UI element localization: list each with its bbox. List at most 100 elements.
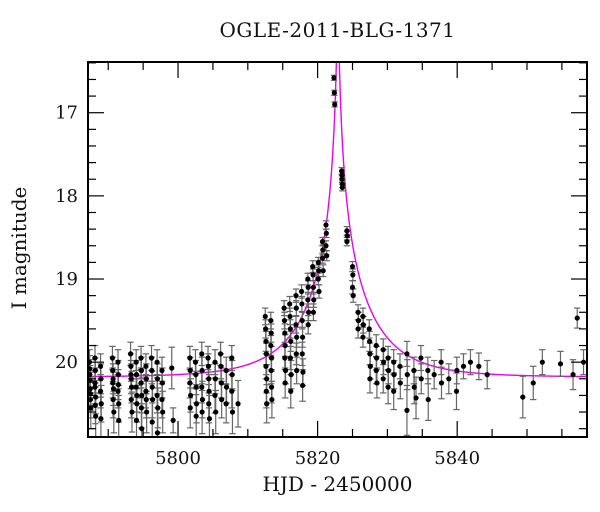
data-point [323,222,329,228]
data-point [187,405,193,411]
data-point [134,401,140,407]
data-point [206,376,212,382]
data-point [331,90,337,96]
data-point [300,334,306,340]
data-point [223,401,229,407]
data-point [431,372,437,378]
data-point [88,372,93,378]
data-point [199,384,205,390]
data-point [128,376,134,382]
data-point [159,380,165,386]
data-point [373,367,379,374]
data-point [149,396,156,403]
data-point [193,384,199,390]
data-point [143,396,149,403]
data-point [268,330,274,336]
data-point [92,402,98,409]
data-point [288,372,294,378]
data-point [138,355,144,361]
data-point [144,409,150,415]
data-point [385,367,392,374]
data-point [315,276,321,282]
data-point [88,366,93,372]
data-point [367,363,373,369]
data-point [229,409,236,415]
data-point [127,351,134,357]
data-point [212,359,218,365]
data-point [154,359,160,365]
data-point [391,359,397,365]
data-point [206,416,213,422]
data-point [310,263,316,270]
data-point [373,355,380,361]
data-point [305,297,311,303]
data-point [316,268,322,274]
data-point [305,284,311,290]
data-point [154,430,161,436]
data-point [293,305,299,311]
data-point [110,396,116,403]
data-point [115,372,121,378]
data-point [282,355,288,361]
data-point [299,301,305,307]
data-point [160,409,166,415]
data-point [339,176,345,182]
data-point [282,342,288,349]
data-point [262,313,268,320]
data-point [425,396,431,403]
data-point [115,359,121,365]
data-point [367,376,373,382]
data-point [411,367,417,374]
data-point [148,355,155,361]
data-point [367,351,373,357]
data-point [187,380,193,386]
plot-frame [87,61,588,438]
data-point [293,322,299,328]
data-point [206,388,212,394]
data-point [154,392,160,399]
data-point [300,369,306,375]
x-tick-label: 5800 [155,448,201,469]
data-point [110,367,116,374]
data-point [385,355,391,361]
data-point [111,409,117,415]
data-point [320,247,326,253]
data-point [339,172,345,178]
data-point [199,351,205,357]
data-point [287,326,293,332]
data-point [323,243,329,249]
data-point [97,363,104,369]
data-point [374,380,380,386]
data-point [310,284,317,290]
data-point [110,386,117,392]
data-points [88,75,587,436]
data-point [293,351,299,357]
data-point [206,401,212,407]
data-point [324,253,330,259]
data-point [438,380,445,386]
data-point [373,342,379,349]
data-point [229,355,235,361]
data-point [355,326,361,332]
data-point [170,417,176,423]
data-point [139,392,145,399]
data-point [520,394,526,400]
data-point [570,372,576,378]
data-point [404,372,410,378]
data-point [199,367,205,374]
data-point [288,338,294,344]
data-point [93,413,99,419]
data-point [110,380,116,386]
data-point [229,388,235,394]
data-point [281,317,288,324]
data-point [109,355,116,361]
data-point [397,380,403,386]
data-point [323,230,329,236]
data-point [205,363,211,369]
data-point [305,322,311,328]
data-point [300,382,306,389]
data-point [574,315,580,321]
data-point [149,419,155,425]
data-point [116,401,122,407]
